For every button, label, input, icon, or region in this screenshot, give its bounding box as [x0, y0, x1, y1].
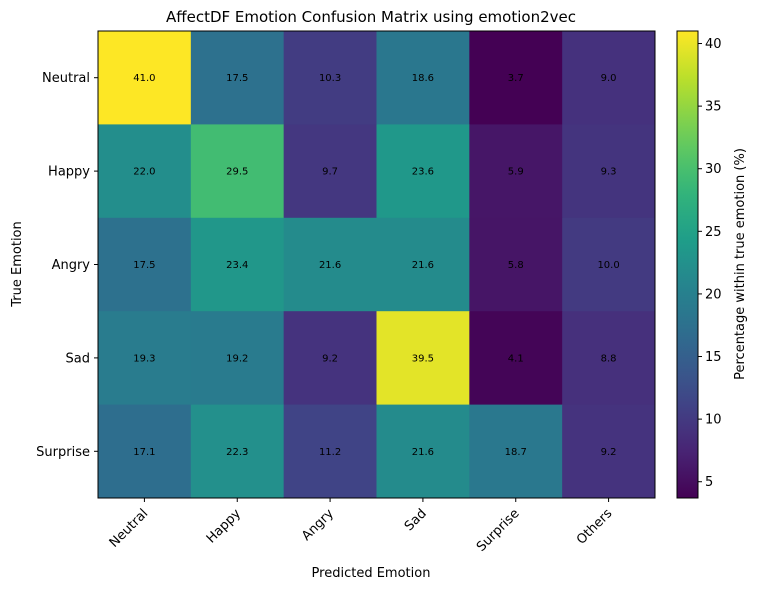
- x-tick-label: Neutral: [107, 506, 152, 551]
- heatmap-cell: [190, 124, 285, 219]
- x-tick-label: Sad: [402, 506, 430, 534]
- heatmap-cell-label: 5.8: [508, 260, 524, 271]
- heatmap-cell: [376, 311, 470, 406]
- y-tick-label: Happy: [48, 165, 90, 180]
- heatmap-cell-label: 19.2: [226, 353, 248, 364]
- heatmap-cell-label: 39.5: [412, 353, 434, 364]
- x-tick-label: Others: [574, 506, 616, 548]
- heatmap-cell-label: 23.4: [226, 260, 248, 271]
- heatmap-cell-label: 22.0: [133, 167, 155, 178]
- heatmap-cell: [283, 31, 377, 125]
- heatmap-cell: [376, 31, 470, 125]
- heatmap-cell-label: 11.2: [319, 447, 341, 458]
- heatmap-cell: [283, 404, 377, 499]
- y-tick-label: Sad: [66, 351, 90, 366]
- colorbar-tick-label: 35: [705, 100, 722, 115]
- x-tick-label: Happy: [204, 506, 244, 546]
- heatmap-cell-label: 17.1: [133, 447, 155, 458]
- x-tick-label: Surprise: [474, 506, 523, 555]
- heatmap-cell: [562, 124, 656, 219]
- chart-title: AffectDF Emotion Confusion Matrix using …: [166, 8, 576, 26]
- colorbar-tick-label: 25: [705, 225, 722, 240]
- colorbar-ticks: 5 10 15 20 25 30 35 40: [698, 37, 722, 490]
- colorbar-tick-label: 15: [705, 350, 722, 365]
- colorbar-label: Percentage within true emotion (%): [733, 148, 748, 380]
- heatmap-cell: [190, 311, 285, 406]
- heatmap-cell-label: 23.6: [412, 167, 434, 178]
- heatmap-cell-labels: 41.0 17.5 10.3 18.6 3.7 9.0 22.0 29.5 9.7 23.6 5.9…: [133, 73, 619, 458]
- heatmap-cell-label: 9.2: [322, 353, 338, 364]
- heatmap-cell: [98, 217, 192, 312]
- heatmap-cell-label: 9.7: [322, 167, 338, 178]
- heatmap-cell: [562, 311, 656, 406]
- colorbar-tick-label: 30: [705, 162, 722, 177]
- x-axis-ticks: Neutral Happy Angry Sad Surprise Others: [107, 498, 616, 555]
- heatmap-cell: [562, 404, 656, 499]
- heatmap-cell: [190, 31, 285, 125]
- heatmap-cell-label: 21.6: [412, 447, 434, 458]
- heatmap-cell: [376, 217, 470, 312]
- heatmap-cell-label: 10.0: [597, 260, 619, 271]
- heatmap-cell-label: 9.0: [601, 73, 617, 84]
- heatmap-cell: [562, 217, 656, 312]
- heatmap-cell-label: 22.3: [226, 447, 248, 458]
- heatmap-cell: [98, 31, 192, 125]
- x-axis-label: Predicted Emotion: [312, 566, 431, 581]
- y-tick-label: Surprise: [36, 445, 90, 460]
- heatmap-cell: [98, 311, 192, 406]
- heatmap-cell-label: 29.5: [226, 167, 248, 178]
- heatmap-cell-label: 4.1: [508, 353, 524, 364]
- colorbar: 5 10 15 20 25 30 35 40 Percentage within true e…: [676, 30, 748, 499]
- heatmap-cell: [98, 404, 192, 499]
- heatmap-cell: [376, 124, 470, 219]
- heatmap-cell: [190, 217, 285, 312]
- colorbar-tick-label: 10: [705, 413, 722, 428]
- heatmap-cell-label: 10.3: [319, 73, 341, 84]
- heatmap-cell: [190, 404, 285, 499]
- x-tick-label: Angry: [299, 506, 337, 544]
- heatmap-cell-label: 17.5: [133, 260, 155, 271]
- colorbar-tick-label: 40: [705, 37, 722, 52]
- heatmap-cell-label: 9.3: [601, 167, 617, 178]
- heatmap-cell-label: 3.7: [508, 73, 524, 84]
- colorbar-tick-label: 20: [705, 287, 722, 302]
- heatmap-cell: [376, 404, 470, 499]
- heatmap-cell-label: 9.2: [601, 447, 617, 458]
- heatmap-cell-label: 19.3: [133, 353, 155, 364]
- heatmap-cell: [469, 404, 563, 499]
- heatmap-cell-label: 21.6: [412, 260, 434, 271]
- y-tick-label: Neutral: [42, 71, 90, 86]
- heatmap-cell: [283, 124, 377, 219]
- heatmap-cell: [98, 124, 192, 219]
- y-axis-ticks: Neutral Happy Angry Sad Surprise: [36, 71, 98, 460]
- heatmap-cells: [98, 31, 656, 499]
- heatmap-cell-label: 8.8: [601, 353, 617, 364]
- heatmap-cell-label: 18.6: [412, 73, 434, 84]
- heatmap-cell: [283, 311, 377, 406]
- heatmap-cell-label: 41.0: [133, 73, 155, 84]
- heatmap-cell: [469, 311, 563, 406]
- heatmap-cell-label: 21.6: [319, 260, 341, 271]
- heatmap-cell-label: 5.9: [508, 167, 524, 178]
- colorbar-tick-label: 5: [705, 475, 713, 490]
- colorbar-gradient: [676, 30, 699, 499]
- heatmap-cell: [562, 31, 656, 125]
- y-tick-label: Angry: [52, 258, 91, 273]
- heatmap-cell-label: 17.5: [226, 73, 248, 84]
- heatmap-cell: [283, 217, 377, 312]
- heatmap-cell: [469, 31, 563, 125]
- heatmap-cell: [469, 124, 563, 219]
- y-axis-label: True Emotion: [10, 221, 25, 307]
- heatmap-cell-label: 18.7: [505, 447, 527, 458]
- heatmap-cell: [469, 217, 563, 312]
